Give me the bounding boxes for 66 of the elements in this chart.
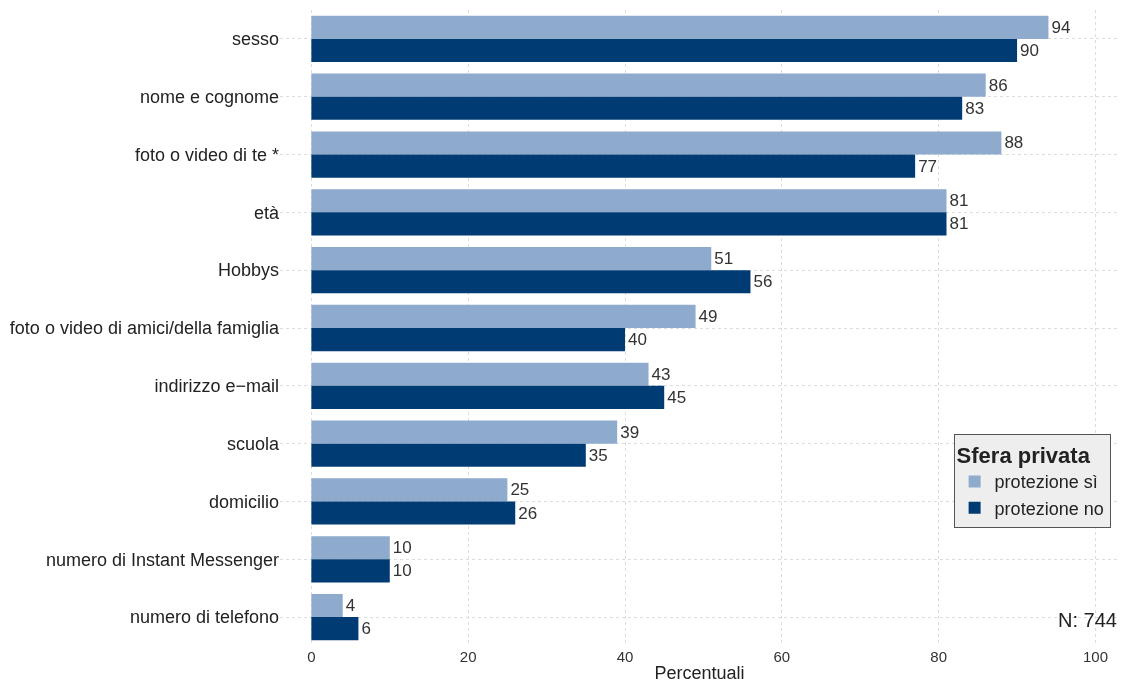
bar (311, 270, 751, 294)
data-label: 81 (949, 214, 969, 234)
bar (311, 304, 696, 328)
data-label: 40 (628, 330, 647, 350)
data-label: 10 (392, 561, 412, 581)
bar (311, 385, 665, 409)
y-tick-label: Hobbys (217, 260, 279, 281)
bar (311, 536, 390, 560)
data-label: 83 (965, 98, 985, 118)
bar (311, 362, 649, 386)
data-label: 39 (620, 422, 640, 442)
data-label: 43 (651, 364, 671, 384)
y-tick-label: età (253, 202, 280, 223)
x-axis-title: Percentuali (654, 663, 745, 684)
data-label: 35 (588, 445, 608, 465)
legend-label: protezione no (994, 498, 1104, 519)
bar (311, 38, 1018, 63)
x-tick-label: 80 (930, 648, 947, 665)
data-label: 4 (345, 596, 356, 616)
legend-title: Sfera privata (956, 443, 1091, 469)
bar (311, 189, 947, 213)
data-label: 94 (1051, 17, 1071, 37)
data-label: 56 (753, 272, 773, 292)
bar (311, 420, 618, 444)
bar (311, 15, 1049, 39)
bar (311, 443, 586, 467)
bar (311, 617, 359, 641)
data-label: 45 (667, 387, 687, 407)
data-label: 81 (949, 191, 969, 211)
x-tick-label: 0 (307, 648, 316, 665)
data-label: 86 (988, 75, 1008, 95)
y-tick-label: numero di telefono (129, 607, 279, 628)
data-label: 51 (714, 249, 734, 269)
x-tick-label: 40 (616, 648, 634, 665)
x-tick-label: 20 (459, 648, 477, 665)
y-tick-label: foto o video di amici/della famiglia (9, 318, 280, 339)
y-tick-label: numero di Instant Messenger (45, 549, 279, 570)
y-tick-label: domicilio (208, 491, 279, 512)
bar (311, 501, 516, 525)
bar (311, 247, 712, 271)
bar (311, 154, 916, 178)
legend-label: protezione sì (994, 472, 1098, 493)
y-tick-label: foto o video di te * (134, 144, 279, 165)
bar (311, 212, 947, 236)
data-label: 77 (918, 156, 938, 176)
y-tick-label: indirizzo e−mail (154, 376, 279, 397)
data-label: 26 (518, 503, 538, 523)
y-tick-label: scuola (226, 433, 280, 454)
y-tick-label: sesso (231, 29, 279, 50)
bar (311, 593, 343, 618)
data-label: 90 (1020, 40, 1039, 60)
bar (311, 328, 626, 352)
x-tick-label: 60 (773, 648, 791, 665)
y-tick-label: nome e cognome (139, 87, 279, 108)
bar (311, 559, 390, 583)
bar (311, 73, 986, 97)
data-label: 6 (361, 619, 371, 639)
data-label: 88 (1004, 133, 1024, 153)
bar (311, 478, 508, 502)
data-label: 10 (392, 538, 412, 558)
annotation: N: 744 (1058, 609, 1117, 631)
bar (311, 131, 1002, 155)
bar (311, 96, 963, 120)
data-label: 25 (510, 480, 530, 500)
x-tick-label: 100 (1082, 648, 1108, 665)
data-label: 49 (698, 306, 718, 326)
